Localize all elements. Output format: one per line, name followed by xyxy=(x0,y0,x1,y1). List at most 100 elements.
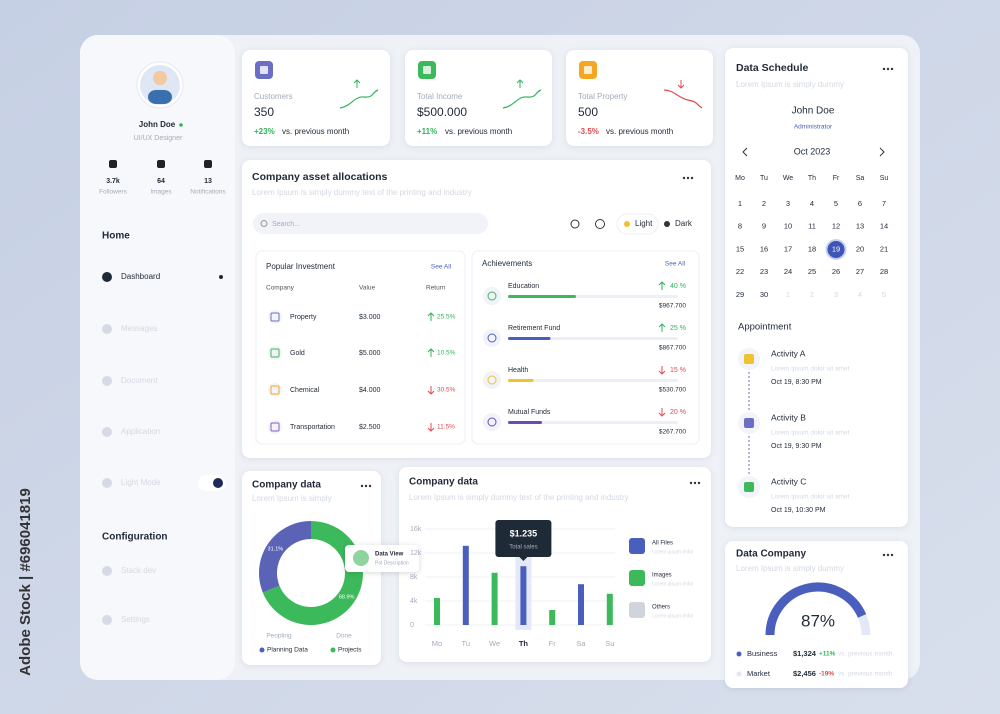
day[interactable]: 2 xyxy=(762,199,766,208)
search-box[interactable] xyxy=(253,213,488,234)
more-button[interactable] xyxy=(890,553,894,557)
theme-light[interactable] xyxy=(616,213,659,235)
card-subtitle: Lorem Ipsum is simply xyxy=(252,494,332,503)
trend-arrow xyxy=(427,348,435,357)
legend-label: All Files xyxy=(652,541,673,547)
theme-label[interactable]: Dark xyxy=(675,219,693,228)
day[interactable]: 12 xyxy=(832,222,840,231)
stat-value: 350 xyxy=(254,105,274,119)
more-button[interactable] xyxy=(682,176,686,180)
day[interactable]: 6 xyxy=(858,199,862,208)
stat-label: Notifications xyxy=(190,189,226,196)
company-name: Gold xyxy=(290,350,305,357)
x-tick-label: Mo xyxy=(432,639,442,648)
day[interactable]: 10 xyxy=(784,222,792,231)
x-tick-label: Tu xyxy=(462,639,470,648)
nav-item[interactable]: Stack dev xyxy=(121,566,156,575)
day[interactable]: 15 xyxy=(736,244,744,253)
legend-dot xyxy=(736,651,742,657)
achievement-percent: 25 % xyxy=(670,325,686,332)
more-button[interactable] xyxy=(886,67,890,71)
more-button[interactable] xyxy=(360,484,364,488)
nav-icon xyxy=(102,376,112,386)
more-button[interactable] xyxy=(882,553,886,557)
more-button[interactable] xyxy=(697,481,701,485)
more-button[interactable] xyxy=(690,176,694,180)
see-all[interactable]: See All xyxy=(431,264,452,271)
more-button[interactable] xyxy=(886,553,890,557)
row-note: vs. previous month xyxy=(838,671,893,678)
day[interactable]: 3 xyxy=(786,199,790,208)
day[interactable]: 26 xyxy=(832,267,840,276)
weekday: Mo xyxy=(735,175,745,182)
day[interactable]: 25 xyxy=(808,267,816,276)
more-button[interactable] xyxy=(882,67,886,71)
row-name: Business xyxy=(747,649,778,658)
card-icon-glyph xyxy=(260,66,268,74)
nav-item[interactable]: Application xyxy=(121,427,160,436)
nav-item[interactable]: Light Mode xyxy=(121,478,161,487)
day[interactable]: 4 xyxy=(810,199,814,208)
day[interactable]: 9 xyxy=(762,222,766,231)
day[interactable]: 14 xyxy=(880,222,888,231)
slice-label: 31.1% xyxy=(268,546,284,552)
more-button[interactable] xyxy=(689,481,693,485)
nav-item[interactable]: Document xyxy=(121,376,158,385)
day[interactable]: 1 xyxy=(738,199,742,208)
day[interactable]: 8 xyxy=(738,222,742,231)
bar xyxy=(520,566,527,625)
other-month-day: 4 xyxy=(858,290,862,299)
day[interactable]: 22 xyxy=(736,267,744,276)
day[interactable]: 20 xyxy=(856,244,864,253)
stat-change: +11% xyxy=(417,127,437,136)
more-button[interactable] xyxy=(364,484,368,488)
day[interactable]: 28 xyxy=(880,267,888,276)
nav-item[interactable]: Settings xyxy=(121,615,150,624)
stat-label: Total Property xyxy=(578,92,627,101)
panel-title: Popular Investment xyxy=(266,262,336,271)
day[interactable]: 16 xyxy=(760,244,768,253)
next-month[interactable] xyxy=(879,147,885,157)
day[interactable]: 11 xyxy=(808,222,816,231)
day[interactable]: 18 xyxy=(808,244,816,253)
day[interactable]: 24 xyxy=(784,267,792,276)
x-tick-label: We xyxy=(489,639,500,648)
nav-item[interactable]: Dashboard xyxy=(121,272,160,281)
trend-arrow xyxy=(427,386,435,395)
trend-arrow xyxy=(658,366,666,375)
more-button[interactable] xyxy=(693,481,697,485)
card xyxy=(242,50,390,146)
day[interactable]: 5 xyxy=(834,199,838,208)
legend-note: Lorem ipsum dolor xyxy=(652,581,694,587)
card-subtitle: Lorem Ipsum is simply dummy text of the … xyxy=(409,493,629,502)
nav-item[interactable]: Messages xyxy=(121,324,157,333)
day[interactable]: 19 xyxy=(832,244,840,253)
other-month-day: 5 xyxy=(882,290,886,299)
y-tick-label: 16k xyxy=(410,526,422,533)
more-button[interactable] xyxy=(890,67,894,71)
day[interactable]: 13 xyxy=(856,222,864,231)
legend-dot xyxy=(259,647,265,653)
day[interactable]: 27 xyxy=(856,267,864,276)
day[interactable]: 21 xyxy=(880,244,888,253)
prev-month[interactable] xyxy=(742,147,748,157)
see-all[interactable]: See All xyxy=(665,261,686,268)
progress-bar xyxy=(508,295,576,298)
progress-bar xyxy=(508,337,551,340)
day[interactable]: 17 xyxy=(784,244,792,253)
appointment-glyph xyxy=(744,418,754,428)
day[interactable]: 23 xyxy=(760,267,768,276)
donut-label: Done xyxy=(336,633,352,640)
stat-icon xyxy=(109,160,117,168)
appointment-note: Lorem ipsum dolor sit amet xyxy=(771,494,850,501)
progress-track xyxy=(508,421,678,424)
more-button[interactable] xyxy=(368,484,372,488)
x-tick-label: Su xyxy=(605,639,614,648)
tooltip-pointer xyxy=(519,557,528,561)
day[interactable]: 7 xyxy=(882,199,886,208)
day[interactable]: 30 xyxy=(760,290,768,299)
other-month-day: 1 xyxy=(786,290,790,299)
day[interactable]: 29 xyxy=(736,290,744,299)
row-icon xyxy=(268,346,282,360)
more-button[interactable] xyxy=(686,176,690,180)
